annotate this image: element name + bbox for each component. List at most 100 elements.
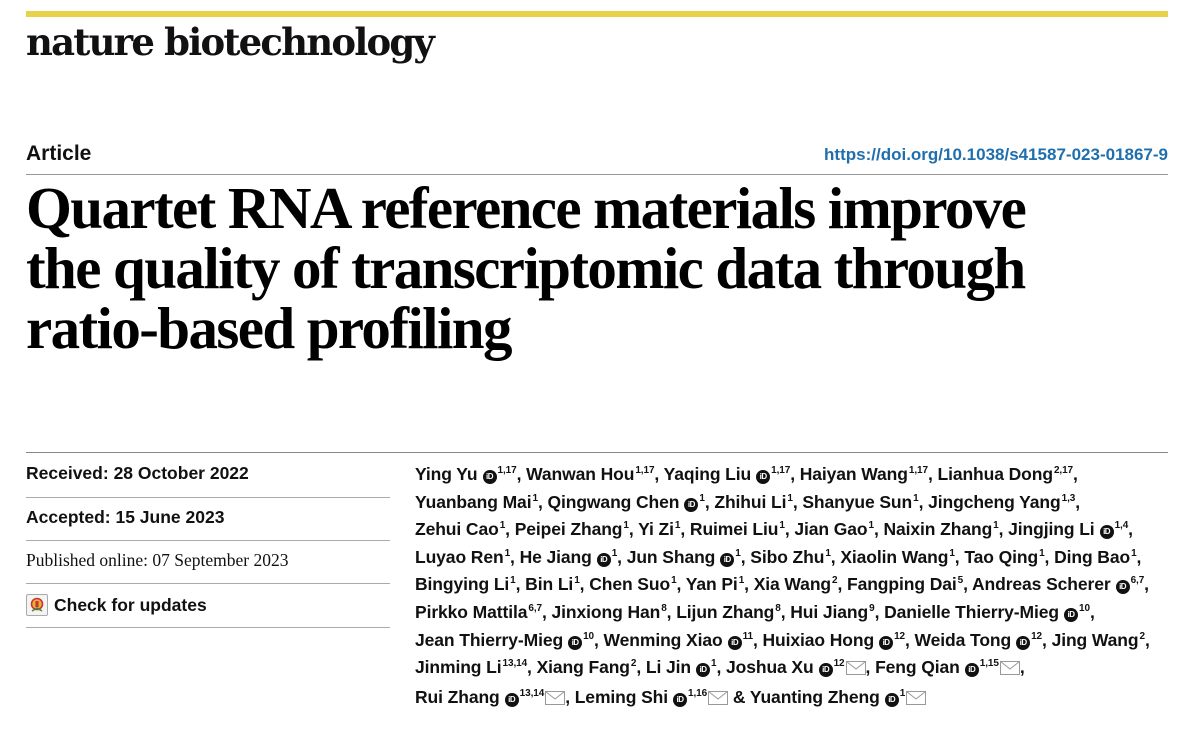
author-name[interactable]: Haiyan Wang1,17 [800,464,928,484]
author-name[interactable]: Bin Li1 [525,574,580,594]
author-name[interactable]: Tao Qing1 [964,547,1044,567]
author-name[interactable]: Qingwang Chen iD1 [547,492,705,512]
orcid-icon[interactable]: iD [1064,607,1079,622]
orcid-icon[interactable]: iD [1016,635,1031,650]
orcid-icon[interactable]: iD [756,470,771,484]
affiliation-superscript: 1,4 [1114,520,1129,532]
orcid-icon[interactable]: iD [568,635,583,650]
author-name[interactable]: Weida Tong iD12 [915,630,1042,650]
author-name[interactable]: Jingjing Li iD1,4 [1008,519,1129,540]
mail-icon[interactable] [845,656,866,684]
author-name[interactable]: Feng Qian iD1,15 [875,657,1020,678]
author-name-text: Jun Shang [626,546,716,567]
author-name[interactable]: Danielle Thierry-Mieg iD10 [884,602,1090,622]
author-name-text: Wanwan Hou [526,464,635,484]
orcid-icon[interactable]: iD [720,552,735,567]
author-name[interactable]: Lianhua Dong2,17 [937,464,1073,484]
affiliation-superscript: 1 [510,575,516,587]
author-separator: , [998,519,1009,540]
author-name-text: Joshua Xu [726,657,814,678]
affiliation-superscript: 2,17 [1053,465,1074,476]
author-name[interactable]: Yan Pi1 [685,574,745,595]
author-name[interactable]: Luyao Ren1 [415,547,510,567]
author-name[interactable]: Bingying Li1 [415,574,516,594]
orcid-icon[interactable]: iD [596,552,611,567]
author-name[interactable]: He Jiang iD1 [520,547,617,567]
author-name-text: Feng Qian [875,657,960,678]
author-name[interactable]: Yuanting Zheng iD1 [750,687,927,707]
author-name-text: Jinming Li [415,657,502,678]
orcid-icon[interactable]: iD [504,692,519,707]
author-name[interactable]: Ding Bao1 [1054,547,1137,567]
author-name[interactable]: Yaqing Liu iD1,17 [663,464,790,484]
author-name[interactable]: Pirkko Mattila6,7 [415,602,542,622]
author-name-text: Sibo Zhu [750,546,825,567]
doi-link[interactable]: https://doi.org/10.1038/s41587-023-01867… [824,145,1168,164]
orcid-icon[interactable]: iD [879,635,894,650]
author-name[interactable]: Xia Wang2 [754,574,838,594]
author-name[interactable]: Ruimei Liu1 [690,519,785,539]
author-name[interactable]: Zhihui Li1 [714,492,793,512]
author-name[interactable]: Li Jin iD1 [646,657,717,678]
author-name-text: Lijun Zhang [676,601,775,622]
author-name[interactable]: Naixin Zhang1 [883,519,998,539]
author-name[interactable]: Andreas Scherer iD6,7 [972,574,1145,595]
mail-icon[interactable] [906,686,927,714]
author-name[interactable]: Hui Jiang9 [790,602,874,622]
author-separator: , [527,657,537,678]
author-name[interactable]: Jun Shang iD1 [627,547,741,567]
affiliation-superscript: 12 [1031,630,1043,642]
author-name[interactable]: Huixiao Hong iD12 [763,630,905,650]
author-name[interactable]: Jingcheng Yang1,3 [928,492,1075,512]
affiliation-superscript: 10 [1079,602,1090,614]
author-name[interactable]: Jean Thierry-Mieg iD10 [415,630,594,650]
author-name[interactable]: Yuanbang Mai1 [415,492,538,512]
orcid-icon[interactable]: iD [727,635,742,650]
author-name[interactable]: Chen Suo1 [589,574,676,594]
author-separator: , [744,574,754,595]
orcid-icon[interactable]: iD [673,692,688,707]
mail-icon[interactable] [708,686,729,714]
author-name[interactable]: Lijun Zhang8 [676,602,781,622]
author-name-text: Yaqing Liu [663,464,752,484]
orcid-icon[interactable]: iD [964,663,979,678]
mail-icon[interactable] [545,686,566,714]
author-name-text: Jingcheng Yang [928,491,1061,512]
journal-logo[interactable]: nature biotechnology [26,20,435,64]
orcid-icon[interactable]: iD [1099,525,1114,540]
author-name-text: Yan Pi [685,574,738,595]
author-name[interactable]: Wanwan Hou1,17 [526,464,654,484]
author-name[interactable]: Zehui Cao1 [415,519,505,539]
author-name[interactable]: Leming Shi iD1,16 [575,687,729,707]
orcid-icon[interactable]: iD [684,497,699,512]
affiliation-superscript: 6,7 [1130,575,1145,587]
author-name[interactable]: Joshua Xu iD12 [726,657,866,678]
affiliation-superscript: 1 [787,492,793,504]
author-separator: , [963,574,972,595]
author-name[interactable]: Sibo Zhu1 [750,547,831,567]
author-name[interactable]: Wenming Xiao iD11 [604,630,753,650]
author-name-text: Ruimei Liu [689,519,779,540]
author-name[interactable]: Jinxiong Han8 [552,602,667,622]
author-name[interactable]: Fangping Dai5 [847,574,963,594]
check-for-updates-button[interactable]: Check for updates [26,594,207,616]
check-updates-icon [26,594,48,616]
author-name[interactable]: Jian Gao1 [794,519,874,539]
author-name-text: Yuanbang Mai [415,491,532,512]
author-name[interactable]: Jinming Li13,14 [415,657,527,677]
author-name[interactable]: Rui Zhang iD13,14 [415,687,566,707]
author-name[interactable]: Ying Yu iD1,17 [415,464,517,484]
affiliation-superscript: 1,3 [1061,492,1076,504]
author-name[interactable]: Peipei Zhang1 [515,519,629,539]
orcid-icon[interactable]: iD [696,663,710,678]
author-name[interactable]: Yi Zi1 [638,519,680,539]
mail-icon[interactable] [999,656,1020,684]
author-name[interactable]: Xiaolin Wang1 [840,547,955,567]
orcid-icon[interactable]: iD [1115,580,1130,595]
orcid-icon[interactable]: iD [482,470,497,484]
orcid-icon[interactable]: iD [818,663,833,678]
author-name[interactable]: Jing Wang2 [1052,630,1146,650]
orcid-icon[interactable]: iD [884,692,899,707]
author-name[interactable]: Xiang Fang2 [537,657,637,677]
author-name[interactable]: Shanyue Sun1 [802,492,918,512]
